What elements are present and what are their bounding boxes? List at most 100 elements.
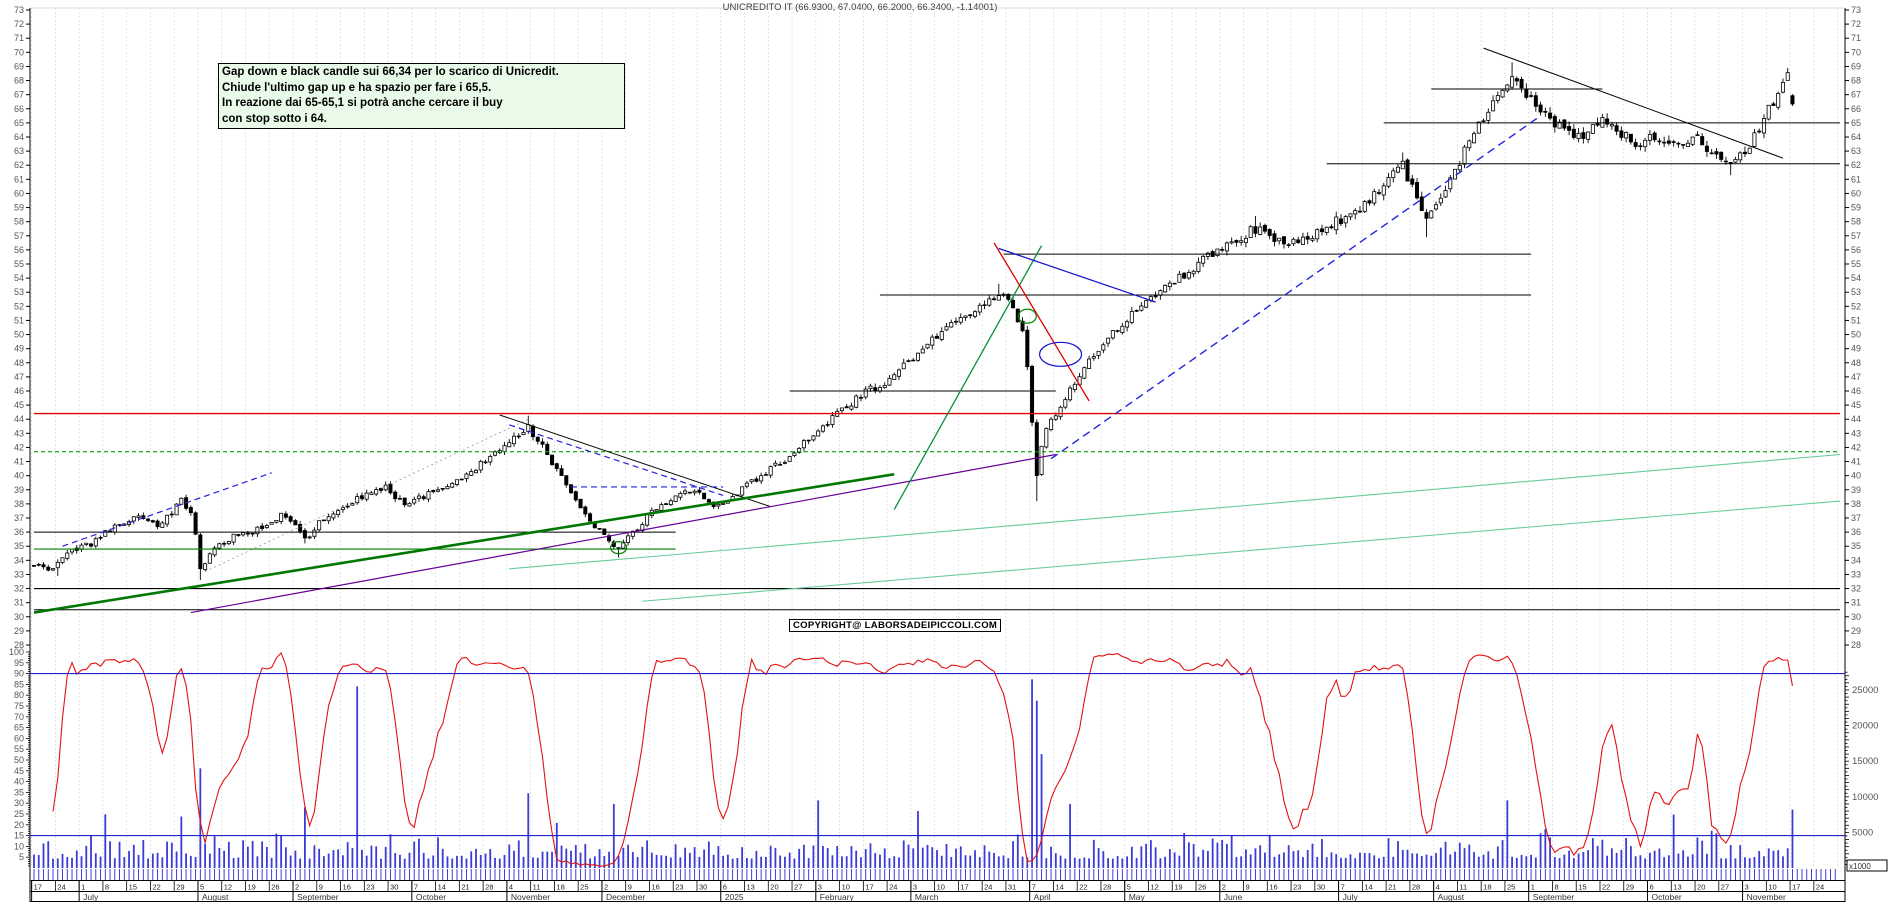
svg-text:October: October (416, 892, 446, 902)
svg-text:33: 33 (1851, 569, 1861, 579)
svg-text:70: 70 (1851, 47, 1861, 57)
svg-text:39: 39 (1851, 485, 1861, 495)
svg-text:63: 63 (1851, 146, 1861, 156)
svg-text:15: 15 (129, 883, 137, 892)
svg-text:10: 10 (1768, 883, 1776, 892)
svg-text:58: 58 (1851, 217, 1861, 227)
svg-text:53: 53 (1851, 287, 1861, 297)
note-line-2: Chiude l'ultimo gap up e ha spazio per f… (222, 81, 492, 94)
svg-text:70: 70 (14, 712, 24, 722)
analyst-note-box: Gap down e black candle sui 66,34 per lo… (218, 63, 625, 129)
svg-text:37: 37 (1851, 513, 1861, 523)
svg-text:12: 12 (1150, 883, 1158, 892)
svg-text:73: 73 (14, 5, 24, 15)
svg-text:20: 20 (1697, 883, 1705, 892)
note-line-4: con stop sotto i 64. (222, 112, 327, 125)
svg-text:7: 7 (1032, 883, 1036, 892)
svg-text:71: 71 (14, 33, 24, 43)
svg-text:x1000: x1000 (1849, 862, 1871, 871)
svg-text:35: 35 (1851, 541, 1861, 551)
svg-text:November: November (511, 892, 550, 902)
svg-text:30: 30 (390, 883, 398, 892)
svg-text:24: 24 (1816, 883, 1824, 892)
svg-text:36: 36 (1851, 527, 1861, 537)
svg-text:23: 23 (675, 883, 683, 892)
svg-text:December: December (606, 892, 645, 902)
svg-text:21: 21 (1388, 883, 1396, 892)
svg-text:40: 40 (1851, 471, 1861, 481)
svg-text:65: 65 (1851, 118, 1861, 128)
copyright-badge: COPYRIGHT@ LABORSADEIPICCOLI.COM (789, 619, 1002, 632)
svg-text:47: 47 (14, 372, 24, 382)
svg-text:April: April (1034, 892, 1051, 902)
svg-text:9: 9 (1246, 883, 1250, 892)
svg-text:69: 69 (14, 61, 24, 71)
svg-text:72: 72 (14, 19, 24, 29)
svg-text:12: 12 (224, 883, 232, 892)
overlay-lines (33, 47, 1841, 614)
svg-text:30: 30 (1851, 612, 1861, 622)
svg-text:30: 30 (1317, 883, 1325, 892)
svg-text:67: 67 (14, 90, 24, 100)
svg-text:52: 52 (14, 301, 24, 311)
svg-text:11: 11 (1459, 883, 1467, 892)
svg-text:38: 38 (1851, 499, 1861, 509)
svg-text:29: 29 (1626, 883, 1634, 892)
svg-text:17: 17 (1792, 883, 1800, 892)
svg-text:20: 20 (770, 883, 778, 892)
oscillator-line (30, 651, 1845, 867)
grid-lines (31, 8, 1838, 868)
svg-text:61: 61 (1851, 174, 1861, 184)
svg-text:16: 16 (1269, 883, 1277, 892)
svg-text:100: 100 (9, 647, 24, 657)
svg-text:35: 35 (14, 787, 24, 797)
svg-text:36: 36 (14, 527, 24, 537)
svg-text:40: 40 (14, 471, 24, 481)
svg-text:45: 45 (14, 400, 24, 410)
svg-text:8: 8 (105, 883, 109, 892)
svg-text:50: 50 (14, 755, 24, 765)
svg-text:29: 29 (1851, 626, 1861, 636)
svg-text:30: 30 (699, 883, 707, 892)
svg-text:63: 63 (14, 146, 24, 156)
svg-text:57: 57 (1851, 231, 1861, 241)
svg-text:4: 4 (1436, 883, 1440, 892)
svg-text:10: 10 (14, 841, 24, 851)
svg-text:May: May (1129, 892, 1146, 902)
svg-text:52: 52 (1851, 301, 1861, 311)
svg-text:July: July (1343, 892, 1359, 902)
volume-unit-box: x1000 (1846, 859, 1888, 872)
volume-bars (33, 679, 1794, 868)
svg-text:3: 3 (818, 883, 822, 892)
svg-text:57: 57 (14, 231, 24, 241)
svg-text:3: 3 (913, 883, 917, 892)
svg-text:9: 9 (319, 883, 323, 892)
svg-text:28: 28 (485, 883, 493, 892)
svg-text:25000: 25000 (1852, 685, 1878, 696)
svg-text:43: 43 (14, 428, 24, 438)
svg-text:42: 42 (1851, 442, 1861, 452)
svg-text:48: 48 (1851, 358, 1861, 368)
svg-text:August: August (1438, 892, 1465, 902)
svg-text:41: 41 (1851, 457, 1861, 467)
svg-text:16: 16 (651, 883, 659, 892)
svg-text:69: 69 (1851, 61, 1861, 71)
svg-text:54: 54 (1851, 273, 1861, 283)
svg-text:19: 19 (247, 883, 255, 892)
svg-text:8: 8 (1554, 883, 1558, 892)
svg-text:19: 19 (1174, 883, 1182, 892)
svg-text:10: 10 (937, 883, 945, 892)
svg-text:2: 2 (604, 883, 608, 892)
svg-text:14: 14 (1055, 883, 1063, 892)
svg-text:22: 22 (1602, 883, 1610, 892)
svg-text:13: 13 (1673, 883, 1681, 892)
svg-text:February: February (820, 892, 855, 902)
svg-text:32: 32 (1851, 584, 1861, 594)
axes-frame (29, 7, 1846, 902)
svg-text:58: 58 (14, 217, 24, 227)
svg-text:48: 48 (14, 358, 24, 368)
svg-text:5: 5 (19, 852, 24, 862)
svg-text:17: 17 (960, 883, 968, 892)
